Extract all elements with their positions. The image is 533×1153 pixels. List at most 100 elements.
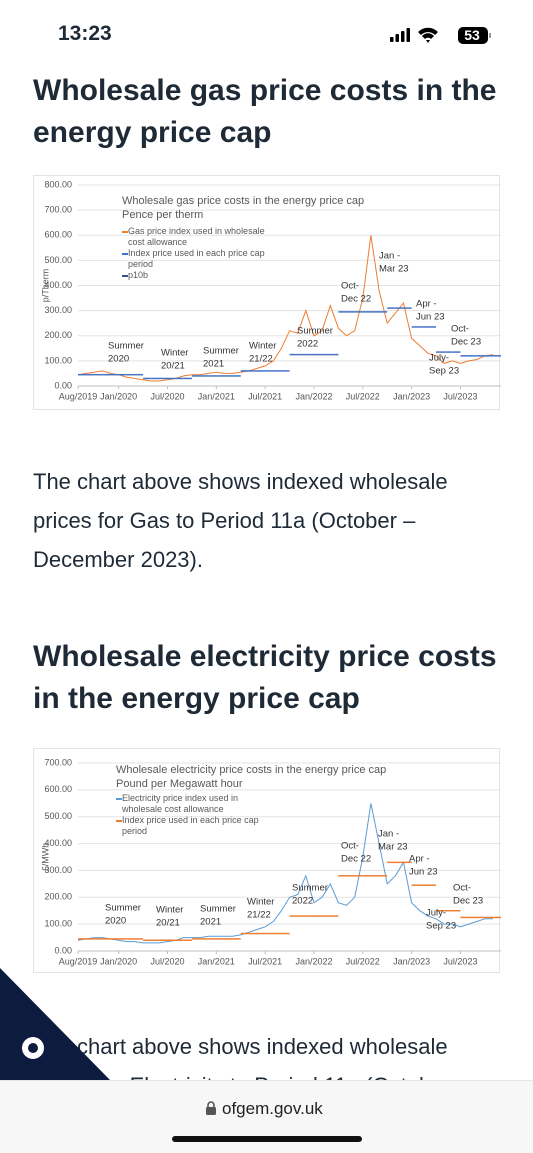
y-tick-label: 300.00 xyxy=(44,865,72,875)
y-tick-label: 200.00 xyxy=(44,892,72,902)
y-tick-label: 0.00 xyxy=(54,945,72,955)
legend-item: Index price used in each price cap perio… xyxy=(122,248,272,270)
annotation: Dec 22 xyxy=(341,294,371,305)
chart-plot: 0.00 100.00 200.00 300.00 400.00 500.00 600.00… xyxy=(40,757,501,966)
annotation: July- xyxy=(426,908,446,919)
chart-title-block: Wholesale electricity price costs in the… xyxy=(116,763,386,791)
annotation: 2021 xyxy=(200,917,221,928)
y-tick-label: 200.00 xyxy=(44,330,72,340)
y-tick-label: 500.00 xyxy=(44,811,72,821)
x-tick-label: Aug/2019 xyxy=(59,391,98,401)
annotation: Apr - xyxy=(409,854,430,865)
annotation: Summer xyxy=(105,903,141,914)
legend-label: Index price used in each price cap perio… xyxy=(122,815,259,836)
annotation: Oct- xyxy=(451,324,469,335)
chart-subtitle: Pound per Megawatt hour xyxy=(116,778,243,790)
battery-level: 53 xyxy=(464,27,480,43)
x-tick-label: Jul/2021 xyxy=(248,956,282,966)
y-tick-label: 400.00 xyxy=(44,838,72,848)
paragraph: The chart above shows indexed wholesale … xyxy=(33,469,448,572)
x-tick-label: Jan/2021 xyxy=(198,956,235,966)
legend-item: Electricity price index used in wholesal… xyxy=(116,793,266,815)
annotation: Summer xyxy=(292,883,328,894)
x-tick-label: Aug/2019 xyxy=(59,956,98,966)
y-tick-label: 500.00 xyxy=(44,255,72,265)
annotation: Jan - xyxy=(378,829,399,840)
legend-item: Gas price index used in wholesale cost a… xyxy=(122,226,272,248)
site-badge[interactable] xyxy=(0,968,110,1083)
legend-label: p10b xyxy=(128,270,149,280)
annotation: Oct- xyxy=(341,281,359,292)
chart-title: Wholesale gas price costs in the energy … xyxy=(122,195,365,207)
y-axis-label: £/MWh xyxy=(40,843,50,872)
series-line xyxy=(77,803,493,944)
legend-item: p10b xyxy=(122,270,272,281)
x-tick-label: Jan/2021 xyxy=(198,391,235,401)
x-tick-label: Jul/2021 xyxy=(248,391,282,401)
x-tick-label: Jan/2023 xyxy=(393,956,430,966)
section-heading: Wholesale gas price costs in the energy … xyxy=(33,74,497,149)
x-tick-label: Jan/2022 xyxy=(295,956,332,966)
chart: 0.00 100.00 200.00 300.00 400.00 500.00 600.00… xyxy=(33,748,501,973)
annotation: 21/22 xyxy=(249,354,273,365)
url[interactable]: ofgem.gov.uk xyxy=(222,1099,323,1118)
chart-plot: 0.00 100.00 200.00 300.00 400.00 500.00 600.00… xyxy=(40,179,501,401)
status-time: 13:23 xyxy=(58,22,112,45)
y-tick-label: 100.00 xyxy=(44,355,72,365)
x-tick-label: Jul/2022 xyxy=(346,956,380,966)
annotation: Mar 23 xyxy=(379,264,409,275)
x-tick-label: Jan/2020 xyxy=(100,391,137,401)
y-tick-label: 400.00 xyxy=(44,280,72,290)
annotation: Winter xyxy=(249,341,276,352)
annotation: Jun 23 xyxy=(409,867,438,878)
annotation: Dec 22 xyxy=(341,854,371,865)
y-tick-label: 600.00 xyxy=(44,230,72,240)
annotation: 21/22 xyxy=(247,910,271,921)
legend-swatch xyxy=(122,253,128,255)
annotation: Sep 23 xyxy=(429,366,459,377)
x-tick-label: Jan/2023 xyxy=(393,391,430,401)
x-tick-label: Jan/2022 xyxy=(295,391,332,401)
y-tick-label: 700.00 xyxy=(44,205,72,215)
annotation: Jan - xyxy=(379,251,400,262)
annotation: Summer xyxy=(297,326,333,337)
legend: Gas price index used in wholesale cost a… xyxy=(122,226,272,281)
home-indicator xyxy=(172,1136,362,1142)
series-line xyxy=(77,235,494,382)
annotation: Apr - xyxy=(416,299,437,310)
legend-swatch xyxy=(122,231,128,233)
x-tick-label: Jul/2023 xyxy=(443,391,477,401)
address-bar[interactable]: ofgem.gov.uk xyxy=(0,1080,533,1153)
x-tick-label: Jan/2020 xyxy=(100,956,137,966)
annotation: Winter xyxy=(156,905,183,916)
y-tick-label: 800.00 xyxy=(44,179,72,189)
annotation: 2021 xyxy=(203,359,224,370)
annotation: 20/21 xyxy=(161,361,185,372)
y-tick-label: 300.00 xyxy=(44,305,72,315)
annotation: 2020 xyxy=(105,916,126,927)
annotation: Dec 23 xyxy=(451,337,481,348)
legend-label: Gas price index used in wholesale cost a… xyxy=(128,226,265,247)
chart-subtitle: Pence per therm xyxy=(122,209,204,221)
annotation: Summer xyxy=(108,341,144,352)
chart-title-block: Wholesale gas price costs in the energy … xyxy=(122,194,364,222)
legend-item: Index price used in each price cap perio… xyxy=(116,815,266,837)
annotation: Jun 23 xyxy=(416,312,445,323)
annotation: 2022 xyxy=(292,896,313,907)
legend-label: Electricity price index used in wholesal… xyxy=(122,793,239,814)
annotation: Summer xyxy=(200,904,236,915)
annotation: Oct- xyxy=(453,883,471,894)
chart-title: Wholesale electricity price costs in the… xyxy=(116,764,387,776)
annotation: Winter xyxy=(247,897,274,908)
legend-swatch xyxy=(122,275,128,277)
legend-swatch xyxy=(116,820,122,822)
annotation: Summer xyxy=(203,346,239,357)
y-tick-label: 700.00 xyxy=(44,757,72,767)
x-tick-label: Jul/2020 xyxy=(150,391,184,401)
status-icons: 53 xyxy=(390,27,491,44)
annotation: 20/21 xyxy=(156,918,180,929)
y-tick-label: 0.00 xyxy=(54,380,72,390)
chart: 0.00 100.00 200.00 300.00 400.00 500.00 600.00… xyxy=(33,175,501,410)
y-axis-label: p/Therm xyxy=(40,269,50,303)
